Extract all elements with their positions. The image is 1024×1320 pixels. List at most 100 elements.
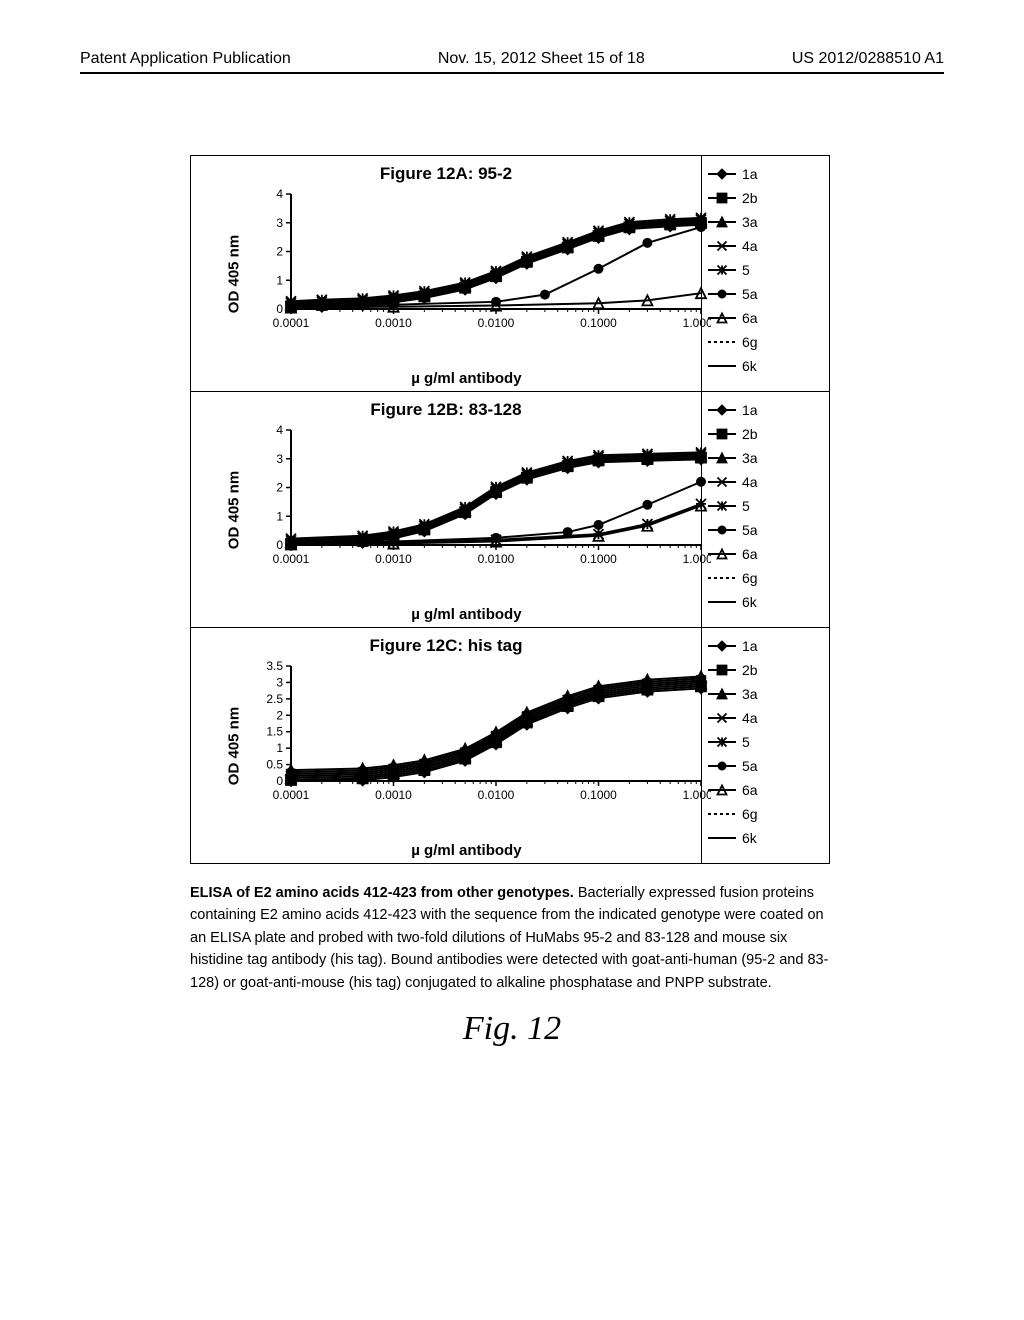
legend-label: 4a: [742, 710, 758, 726]
svg-text:3: 3: [276, 452, 283, 466]
legend-label: 3a: [742, 450, 758, 466]
legend-item: 5a: [706, 754, 812, 778]
svg-text:0.0100: 0.0100: [478, 552, 515, 566]
legend-a: 1a 2b 3a 4a 5 5a 6a 6g 6k: [701, 156, 816, 391]
svg-text:2.5: 2.5: [266, 692, 283, 706]
legend-item: 4a: [706, 470, 812, 494]
svg-text:1.0000: 1.0000: [683, 552, 711, 566]
legend-label: 5a: [742, 286, 758, 302]
legend-label: 6g: [742, 334, 758, 350]
y-axis-label-c: OD 405 nm: [226, 706, 243, 784]
header-right: US 2012/0288510 A1: [792, 50, 944, 68]
legend-item: 4a: [706, 234, 812, 258]
svg-text:0: 0: [276, 774, 283, 788]
legend-item: 3a: [706, 682, 812, 706]
svg-text:0.0010: 0.0010: [375, 552, 412, 566]
chart-title-b: Figure 12B: 83-128: [370, 400, 521, 420]
legend-label: 2b: [742, 662, 758, 678]
legend-label: 3a: [742, 686, 758, 702]
svg-text:0.0010: 0.0010: [375, 788, 412, 802]
chart-12a: Figure 12A: 95-2 OD 405 nm 012340.00010.…: [191, 156, 829, 392]
chart-title-a: Figure 12A: 95-2: [380, 164, 512, 184]
legend-item: 5: [706, 730, 812, 754]
legend-item: 2b: [706, 422, 812, 446]
figure-number: Fig. 12: [463, 1010, 561, 1048]
svg-text:3: 3: [276, 675, 283, 689]
legend-label: 6k: [742, 830, 757, 846]
legend-item: 6g: [706, 330, 812, 354]
svg-text:0: 0: [276, 302, 283, 316]
legend-b: 1a 2b 3a 4a 5 5a 6a 6g 6k: [701, 392, 816, 627]
svg-text:2: 2: [276, 481, 283, 495]
svg-text:1: 1: [276, 509, 283, 523]
svg-text:1.5: 1.5: [266, 725, 283, 739]
legend-item: 3a: [706, 446, 812, 470]
svg-text:0.0100: 0.0100: [478, 788, 515, 802]
legend-item: 6g: [706, 566, 812, 590]
svg-text:3.5: 3.5: [266, 659, 283, 673]
figure-12-panel: Figure 12A: 95-2 OD 405 nm 0 1 2 3 4 0.0001 0.…: [190, 155, 830, 864]
legend-item: 6g: [706, 802, 812, 826]
header-center: Nov. 15, 2012 Sheet 15 of 18: [438, 50, 645, 68]
figure-caption: ELISA of E2 amino acids 412-423 from oth…: [190, 882, 830, 994]
chart-title-c: Figure 12C: his tag: [369, 636, 522, 656]
legend-item: 5a: [706, 518, 812, 542]
legend-item: 5a: [706, 282, 812, 306]
legend-item: 1a: [706, 634, 812, 658]
legend-item: 6k: [706, 826, 812, 850]
x-axis-label-c: µ g/ml antibody: [411, 842, 521, 859]
legend-label: 6g: [742, 806, 758, 822]
legend-item: 4a: [706, 706, 812, 730]
svg-text:0.1000: 0.1000: [580, 316, 617, 330]
svg-text:0.1000: 0.1000: [580, 788, 617, 802]
svg-text:1: 1: [276, 273, 283, 287]
svg-text:2: 2: [276, 708, 283, 722]
legend-label: 2b: [742, 426, 758, 442]
legend-label: 1a: [742, 638, 758, 654]
legend-label: 4a: [742, 238, 758, 254]
chart-12b: Figure 12B: 83-128 OD 405 nm 012340.0001…: [191, 392, 829, 628]
plot-svg-a: 012340.00010.00100.01000.10001.0000: [251, 184, 711, 364]
svg-text:1.0000: 1.0000: [683, 788, 711, 802]
legend-label: 1a: [742, 166, 758, 182]
legend-label: 6a: [742, 546, 758, 562]
legend-item: 5: [706, 258, 812, 282]
legend-item: 2b: [706, 658, 812, 682]
legend-label: 3a: [742, 214, 758, 230]
legend-label: 6a: [742, 310, 758, 326]
legend-label: 6k: [742, 594, 757, 610]
svg-text:2: 2: [276, 245, 283, 259]
header-left: Patent Application Publication: [80, 50, 291, 68]
legend-label: 1a: [742, 402, 758, 418]
legend-item: 3a: [706, 210, 812, 234]
caption-title: ELISA of E2 amino acids 412-423 from oth…: [190, 885, 574, 901]
legend-item: 6k: [706, 590, 812, 614]
svg-text:1: 1: [276, 741, 283, 755]
legend-item: 6a: [706, 778, 812, 802]
legend-label: 5: [742, 498, 750, 514]
legend-label: 6k: [742, 358, 757, 374]
y-axis-label-a: OD 405 nm: [226, 234, 243, 312]
svg-text:0: 0: [276, 538, 283, 552]
svg-text:0.1000: 0.1000: [580, 552, 617, 566]
legend-item: 1a: [706, 398, 812, 422]
legend-label: 6g: [742, 570, 758, 586]
x-axis-label-b: µ g/ml antibody: [411, 606, 521, 623]
x-axis-label-a: µ g/ml antibody: [411, 370, 521, 387]
legend-label: 4a: [742, 474, 758, 490]
legend-item: 5: [706, 494, 812, 518]
svg-text:4: 4: [276, 423, 283, 437]
legend-item: 1a: [706, 162, 812, 186]
svg-text:1.0000: 1.0000: [683, 316, 711, 330]
legend-item: 6a: [706, 306, 812, 330]
legend-c: 1a 2b 3a 4a 5 5a 6a 6g 6k: [701, 628, 816, 863]
legend-item: 2b: [706, 186, 812, 210]
plot-svg-c: 00.511.522.533.50.00010.00100.01000.1000…: [251, 656, 711, 836]
svg-text:0.0010: 0.0010: [375, 316, 412, 330]
legend-label: 5a: [742, 758, 758, 774]
legend-label: 5: [742, 734, 750, 750]
patent-header: Patent Application Publication Nov. 15, …: [0, 50, 1024, 74]
legend-label: 5a: [742, 522, 758, 538]
chart-12c: Figure 12C: his tag OD 405 nm 00.511.522…: [191, 628, 829, 863]
svg-text:0.0001: 0.0001: [273, 316, 310, 330]
